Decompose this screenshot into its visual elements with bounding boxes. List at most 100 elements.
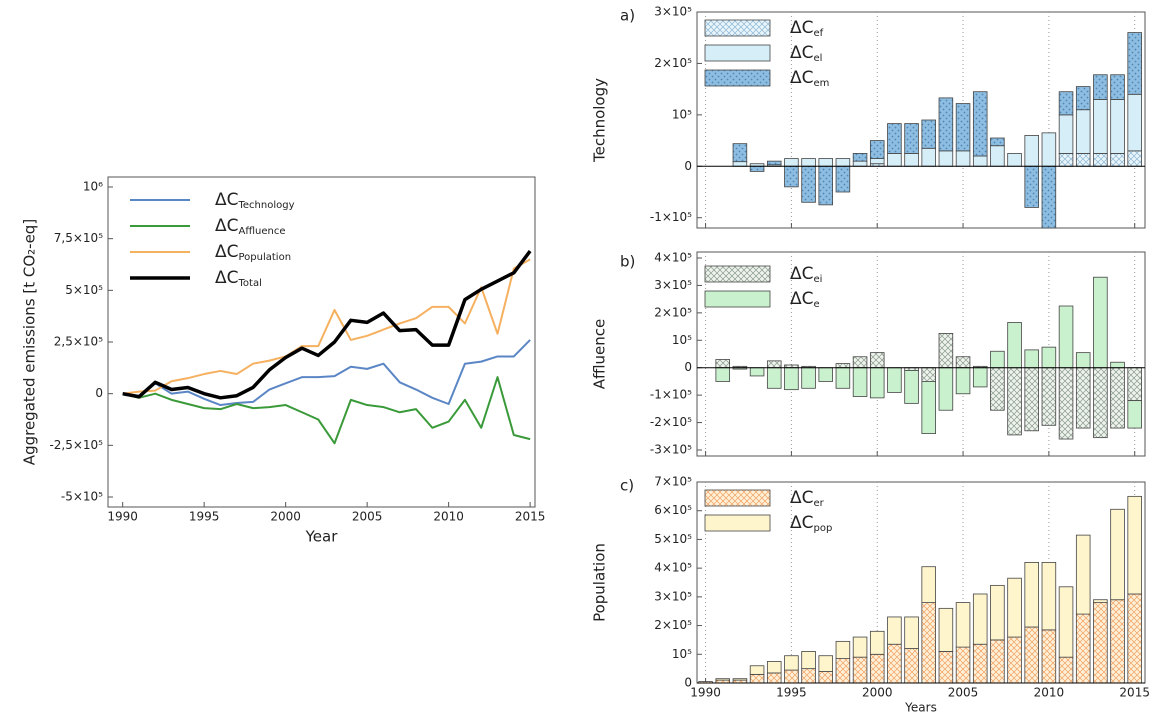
legend-subscript: ef xyxy=(814,28,824,39)
bar xyxy=(715,678,731,681)
y-tick-label: -3×10⁵ xyxy=(650,443,692,457)
legend-subscript: e xyxy=(814,299,820,310)
legend-subscript: er xyxy=(814,498,825,509)
x-tick-label: 2005 xyxy=(948,686,979,700)
bar xyxy=(921,367,936,382)
bar xyxy=(835,363,851,369)
bar xyxy=(1041,165,1057,229)
bar xyxy=(835,640,851,659)
series-line xyxy=(122,250,532,400)
y-tick-label: 2×10⁵ xyxy=(654,305,692,319)
bar xyxy=(972,593,988,645)
bar xyxy=(1110,599,1125,684)
bar xyxy=(749,665,765,675)
bar xyxy=(990,584,1005,641)
bar xyxy=(938,97,954,152)
bar xyxy=(784,669,799,684)
panel-label: a) xyxy=(620,7,635,25)
y-tick-label: -1×10⁵ xyxy=(650,210,692,224)
bar xyxy=(990,367,1005,411)
bar xyxy=(990,639,1005,684)
bar xyxy=(972,91,988,157)
legend-label: ΔCTotal xyxy=(215,268,262,289)
bar xyxy=(1127,32,1142,95)
y-tick-label: 4×10⁵ xyxy=(654,561,692,575)
bar xyxy=(801,367,816,389)
bar xyxy=(818,655,834,672)
y-tick-label: 7,5×10⁵ xyxy=(54,231,103,245)
x-tick-label: 2000 xyxy=(270,510,301,524)
bar xyxy=(1041,562,1057,631)
bar xyxy=(1024,349,1039,369)
legend-swatch xyxy=(704,290,771,308)
bar xyxy=(1075,86,1091,111)
bar xyxy=(1075,534,1091,615)
legend-subscript: em xyxy=(814,78,830,89)
bar xyxy=(766,661,782,674)
bar xyxy=(1127,93,1142,152)
legend-label: ΔCPopulation xyxy=(215,242,291,263)
legend-prefix: ΔC xyxy=(790,68,814,88)
bar xyxy=(852,367,868,397)
bar xyxy=(887,153,902,167)
x-axis-title: Years xyxy=(904,701,937,715)
y-tick-label: 0 xyxy=(684,159,692,173)
legend-label: ΔCei xyxy=(790,264,822,285)
bar xyxy=(972,367,988,388)
bar xyxy=(904,648,919,684)
bar xyxy=(955,356,971,369)
bar xyxy=(990,145,1005,167)
bar xyxy=(749,165,765,172)
y-tick-label: -2×10⁵ xyxy=(650,415,692,429)
y-tick-label: 2×10⁵ xyxy=(654,56,692,70)
legend-label: ΔCTechnology xyxy=(215,190,295,211)
bar xyxy=(1007,367,1022,436)
bar xyxy=(1007,153,1022,167)
legend-prefix: ΔC xyxy=(790,43,814,63)
legend-subscript: Total xyxy=(238,278,262,289)
y-tick-label: -2,5×10⁵ xyxy=(49,438,103,452)
bar xyxy=(1110,74,1125,100)
legend-label: ΔCer xyxy=(790,488,825,509)
y-tick-label: 3×10⁵ xyxy=(654,5,692,19)
bar xyxy=(1058,91,1074,116)
bar xyxy=(1024,562,1039,628)
bar xyxy=(1127,495,1142,595)
y-tick-label: 2×10⁵ xyxy=(654,618,692,632)
y-tick-label: 10⁵ xyxy=(672,333,692,347)
bar xyxy=(990,350,1005,369)
bar xyxy=(852,636,868,658)
bar xyxy=(887,123,902,154)
bar xyxy=(1007,322,1022,369)
bar xyxy=(1041,367,1057,426)
legend-subscript: el xyxy=(814,53,823,64)
bar xyxy=(835,367,851,389)
bar xyxy=(887,367,902,393)
legend-swatch xyxy=(704,489,771,507)
y-tick-label: 10⁶ xyxy=(83,180,103,194)
bar xyxy=(938,333,954,369)
bar xyxy=(1110,99,1125,154)
bar xyxy=(938,651,954,684)
x-tick-label: 2010 xyxy=(1034,686,1065,700)
bar xyxy=(1127,367,1142,402)
bar xyxy=(1110,508,1125,601)
bar xyxy=(835,658,851,684)
legend-subscript: Population xyxy=(239,252,292,263)
legend-label: ΔCef xyxy=(790,18,824,39)
bar xyxy=(972,643,988,684)
bar xyxy=(1093,153,1108,167)
bar xyxy=(1058,367,1074,440)
bar xyxy=(1058,305,1074,369)
bar xyxy=(1127,400,1142,429)
bar xyxy=(1058,153,1074,167)
bar xyxy=(869,352,885,369)
bar xyxy=(904,616,919,649)
bar xyxy=(852,153,868,162)
bar xyxy=(715,367,731,382)
bar xyxy=(955,103,971,152)
bar xyxy=(766,672,782,684)
legend-swatch xyxy=(704,265,771,283)
bar xyxy=(852,356,868,369)
bar xyxy=(1024,367,1039,432)
